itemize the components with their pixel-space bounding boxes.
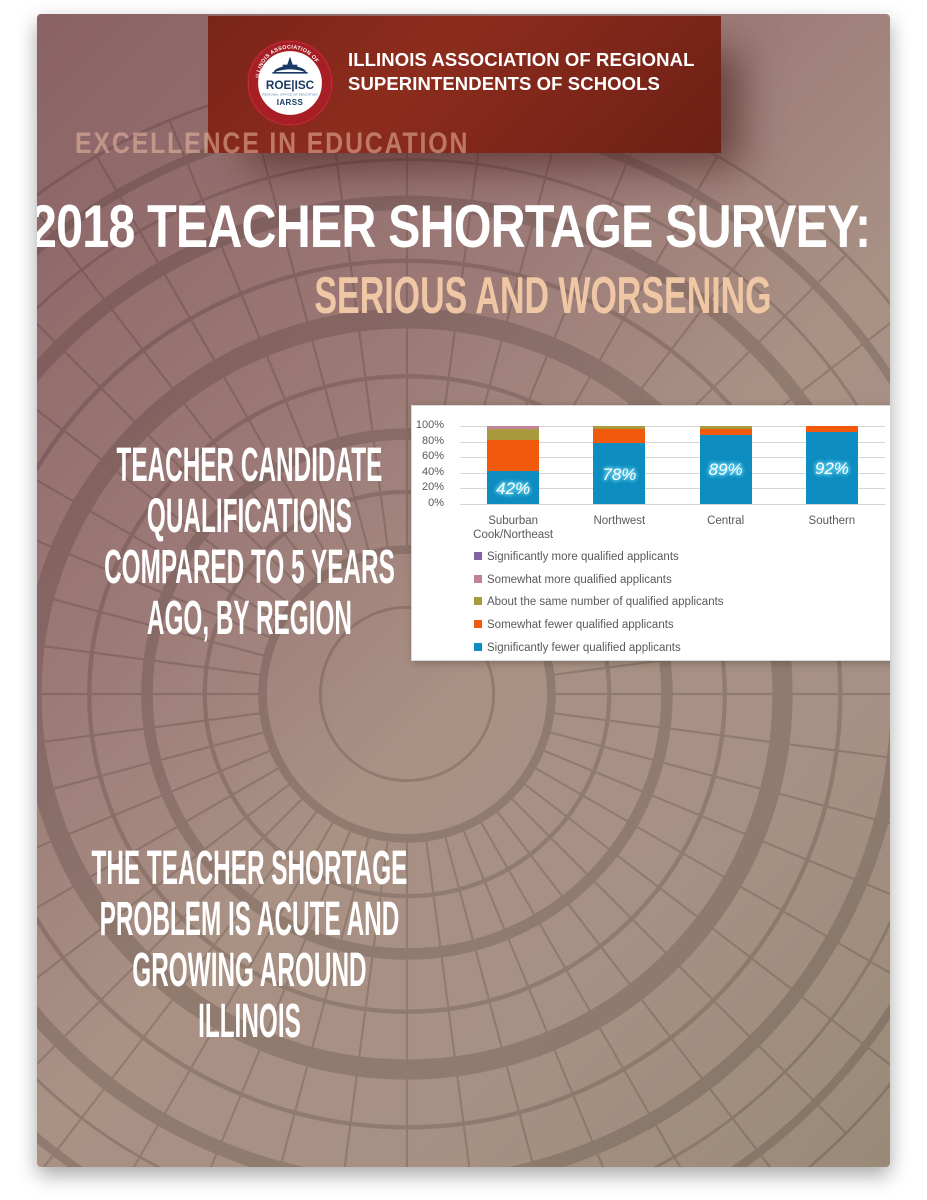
svg-text:IARSS: IARSS [277,98,304,107]
svg-text:ROE|ISC: ROE|ISC [266,79,315,92]
svg-text:REGIONAL OFFICE OF EDUCATION: REGIONAL OFFICE OF EDUCATION [262,92,317,96]
